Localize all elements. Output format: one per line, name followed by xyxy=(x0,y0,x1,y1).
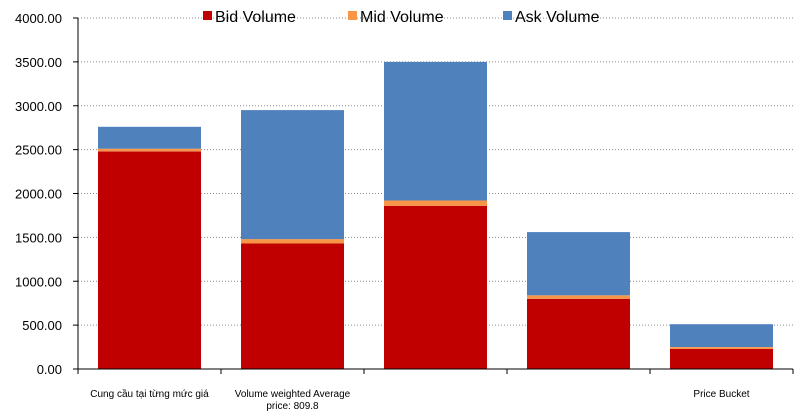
legend-swatch xyxy=(348,11,357,20)
y-tick-label: 500.00 xyxy=(22,318,62,333)
y-tick-label: 2500.00 xyxy=(15,143,62,158)
bar-mid-volume xyxy=(384,200,487,206)
bar-mid-volume xyxy=(670,347,773,349)
legend: Bid Volume Mid Volume Ask Volume xyxy=(203,9,600,26)
bar-ask-volume xyxy=(98,126,201,149)
y-tick-label: 4000.00 xyxy=(15,11,62,26)
bar-ask-volume xyxy=(527,232,630,296)
bar-mid-volume xyxy=(527,295,630,299)
y-tick-label: 3500.00 xyxy=(15,55,62,70)
y-tick-label: 0.00 xyxy=(37,362,62,377)
y-tick-label: 3000.00 xyxy=(15,99,62,114)
x-axis-category-labels: Cung cầu tại từng mức giá Volume weighted… xyxy=(90,388,750,412)
bar-ask-volume xyxy=(384,61,487,201)
x-category-label: Volume weighted Average price: 809.8 xyxy=(235,389,351,412)
y-axis-ticks: 0.00 500.00 1000.00 1500.00 2000.00 2500.00 30… xyxy=(15,11,78,377)
legend-label: Mid Volume xyxy=(360,9,444,26)
y-tick-label: 1500.00 xyxy=(15,230,62,245)
bar-bid-volume xyxy=(527,298,630,369)
y-tick-label: 1000.00 xyxy=(15,274,62,289)
axes xyxy=(77,18,794,374)
legend-label: Ask Volume xyxy=(515,9,600,26)
legend-label: Bid Volume xyxy=(215,9,296,26)
legend-swatch xyxy=(503,11,512,20)
x-category-label: Cung cầu tại từng mức giá xyxy=(90,388,209,400)
bar-ask-volume xyxy=(241,110,344,240)
y-tick-label: 2000.00 xyxy=(15,187,62,202)
legend-swatch xyxy=(203,11,212,20)
bar-bid-volume xyxy=(98,151,201,369)
bar-ask-volume xyxy=(670,324,773,347)
bar-mid-volume xyxy=(98,148,201,152)
bars xyxy=(98,61,773,369)
bar-mid-volume xyxy=(241,239,344,244)
bar-bid-volume xyxy=(670,348,773,369)
x-category-label: Price Bucket xyxy=(693,389,749,400)
bar-bid-volume xyxy=(241,243,344,369)
bar-bid-volume xyxy=(384,205,487,369)
